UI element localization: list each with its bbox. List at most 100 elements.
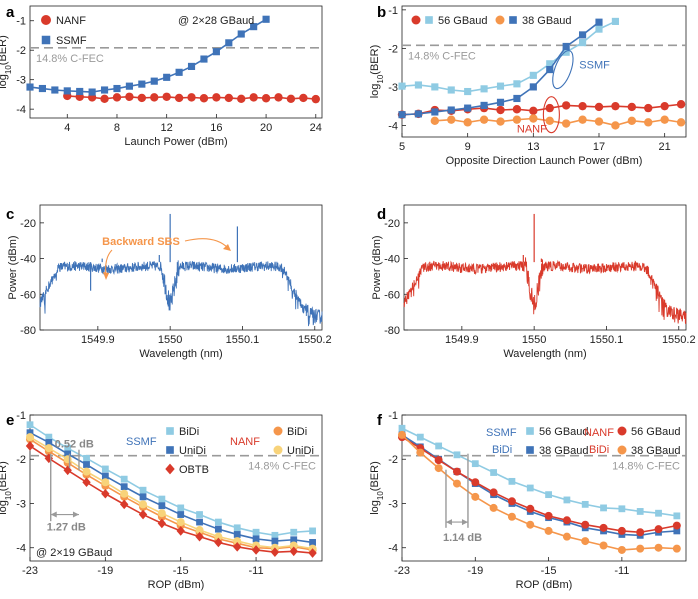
data-point-b-0 [529, 106, 538, 116]
legend-marker [495, 15, 505, 25]
legend-group-label: BiDi [492, 444, 512, 456]
gap-annotation: 1.14 dB [443, 532, 482, 544]
y-tick-label-a: -3 [16, 75, 26, 87]
x-tick-label-d: 1550.1 [590, 334, 624, 346]
data-point-f-2 [562, 516, 571, 525]
series-line-e-1 [29, 431, 313, 544]
data-point-b-2 [414, 81, 422, 89]
data-point-e-4 [119, 499, 129, 510]
plot-frame-d [403, 204, 687, 331]
data-point-b-1 [578, 115, 587, 124]
data-point-e-4 [251, 545, 261, 555]
gap-arrowhead [445, 519, 452, 526]
data-point-f-2 [617, 526, 626, 535]
data-point-b-3 [480, 101, 488, 109]
data-point-f-0 [398, 424, 406, 432]
data-point-e-4 [176, 526, 185, 536]
y-axis-label-a: log10(BER) [0, 35, 13, 89]
x-tick-label-b: 9 [465, 141, 471, 153]
data-point-f-2 [526, 504, 535, 513]
panel-b: 5 9 13 17 21 -4 -3 -2 -1 Opposite Direction Launc… [369, 5, 687, 167]
data-point-f-3 [581, 537, 590, 546]
data-point-b-2 [546, 60, 554, 68]
data-point-e-3 [120, 489, 129, 498]
legend-marker [41, 15, 51, 25]
series-line-b-1 [434, 117, 682, 127]
data-point-e-4 [195, 531, 204, 542]
y-tick-label-f: -1 [388, 410, 398, 422]
x-tick-label-a: 24 [310, 122, 322, 134]
data-point-a-0 [299, 93, 308, 103]
legend-marker [526, 446, 534, 454]
series-line-e-2 [29, 438, 313, 551]
x-tick-label-e: -19 [97, 565, 113, 577]
panel-letter: b [377, 4, 386, 21]
data-point-b-0 [545, 103, 554, 113]
legend-label: UniDi [179, 445, 206, 457]
data-point-b-3 [414, 110, 422, 118]
data-point-e-3 [195, 526, 204, 535]
data-point-b-1 [627, 116, 637, 126]
x-tick-label-c: 1550.1 [226, 334, 260, 346]
data-point-b-3 [496, 98, 505, 106]
data-point-f-3 [672, 544, 681, 553]
data-point-a-0 [150, 93, 159, 102]
data-point-e-1 [101, 472, 109, 480]
data-point-f-0 [655, 509, 662, 517]
fec-label-e: 14.8% C-FEC [248, 461, 316, 473]
data-point-b-0 [644, 103, 653, 113]
legend-label: 38 GBaud [522, 15, 572, 27]
data-point-e-4 [308, 548, 317, 558]
y-axis-label-rest: (BER) [0, 461, 9, 491]
data-point-a-0 [187, 93, 196, 102]
y-axis-label-subscript: 10 [4, 65, 13, 74]
y-tick-label-c: -20 [20, 218, 36, 230]
data-point-a-1 [262, 15, 270, 23]
data-point-e-3 [176, 518, 185, 527]
data-point-f-3 [599, 541, 608, 550]
data-point-e-3 [214, 532, 223, 541]
x-tick-label-c: 1550 [158, 334, 182, 346]
data-point-b-1 [561, 119, 571, 128]
data-point-a-0 [100, 94, 109, 104]
data-point-b-3 [513, 94, 521, 103]
panel-a: 4 8 12 16 20 24 -4 -3 -2 -1 Launch Power (dBm) log1… [0, 5, 323, 148]
series-b-0 [397, 100, 686, 119]
data-point-b-2 [447, 86, 455, 94]
data-point-f-3 [507, 512, 516, 521]
legend-marker [617, 445, 627, 455]
data-point-b-1 [660, 115, 669, 124]
data-point-b-0 [496, 105, 505, 115]
nanf-annotation: NANF [517, 123, 547, 135]
data-point-b-3 [562, 42, 570, 51]
backward-sbs-annotation: Backward SBS [102, 236, 180, 248]
y-tick-label-d: -60 [384, 289, 400, 301]
y-axis-label-d: Power (dBm) [371, 235, 383, 299]
y-axis-label-c: Power (dBm) [7, 235, 19, 299]
note-label: @ 2×28 GBaud [178, 15, 254, 27]
data-point-e-1 [196, 518, 203, 526]
data-point-e-0 [233, 524, 241, 532]
y-axis-label-rest: (BER) [369, 461, 381, 491]
series-a-0 [63, 91, 320, 104]
x-axis-label-b: Opposite Direction Launch Power (dBm) [446, 155, 643, 167]
data-point-f-3 [562, 532, 571, 541]
gap-arrowhead [50, 511, 57, 518]
data-point-b-3 [595, 18, 603, 26]
legend-label: 56 GBaud [438, 15, 488, 27]
data-point-e-3 [101, 478, 110, 487]
y-tick-label-e: -1 [16, 410, 26, 422]
data-point-e-1 [45, 439, 53, 446]
data-point-f-3 [471, 492, 480, 501]
series-f-0 [398, 424, 681, 520]
data-point-e-1 [120, 483, 128, 491]
legend-group-label: SSMF [486, 427, 517, 439]
x-axis-label-d: Wavelength (nm) [503, 348, 586, 360]
data-point-b-0 [578, 101, 587, 111]
y-tick-label-e: -2 [16, 454, 26, 466]
data-point-f-0 [471, 460, 479, 468]
data-point-f-3 [452, 479, 461, 488]
fec-label-a: 14.8% C-FEC [36, 53, 104, 65]
data-point-e-4 [270, 547, 280, 557]
data-point-f-2 [654, 525, 663, 534]
